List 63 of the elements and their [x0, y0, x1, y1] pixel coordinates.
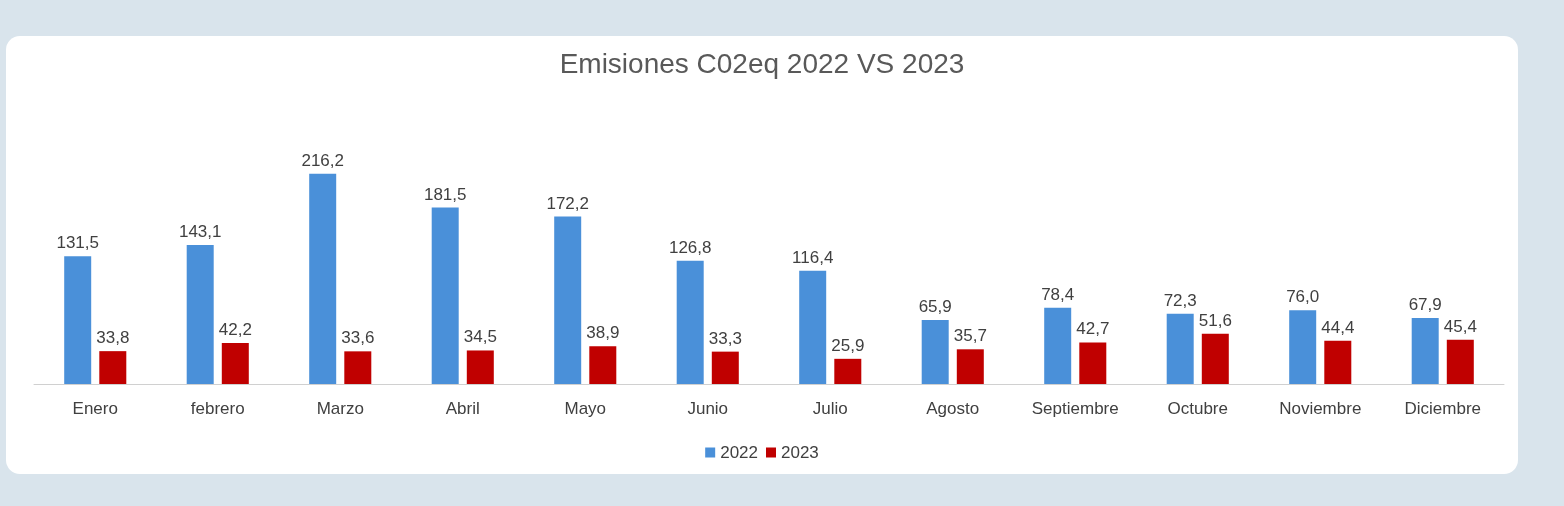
x-tick-label: febrero: [190, 399, 245, 418]
bar: [589, 346, 617, 384]
x-tick-label: Julio: [812, 399, 848, 418]
data-label: 51,6: [1198, 310, 1232, 330]
data-label: 78,4: [1041, 284, 1075, 304]
bar: [1079, 342, 1107, 384]
data-label: 33,3: [708, 328, 742, 348]
x-tick-label: Agosto: [926, 399, 980, 418]
data-label: 35,7: [953, 326, 987, 346]
data-label: 143,1: [178, 221, 222, 241]
bar: [1289, 310, 1317, 384]
bar: [921, 319, 949, 384]
bar: [834, 358, 862, 384]
x-tick-label: Diciembre: [1404, 399, 1482, 418]
bar: [711, 351, 739, 384]
legend-label: 2023: [781, 443, 819, 462]
x-tick-label: Marzo: [316, 399, 364, 418]
bar: [186, 244, 214, 384]
bar: [1324, 340, 1352, 384]
data-label: 38,9: [586, 323, 620, 343]
x-tick-label: Septiembre: [1031, 399, 1119, 418]
x-tick-label: Junio: [687, 399, 729, 418]
data-label: 72,3: [1163, 290, 1197, 310]
data-label: 116,4: [792, 247, 834, 267]
bar: [466, 350, 494, 384]
data-label: 76,0: [1286, 287, 1320, 307]
x-tick-label: Mayo: [564, 399, 607, 418]
bar: [676, 260, 704, 384]
bar: [221, 342, 249, 384]
data-label: 33,8: [96, 328, 130, 348]
bar: [431, 207, 459, 384]
bar: [64, 256, 92, 384]
bar: [1201, 333, 1229, 384]
data-label: 33,6: [341, 328, 375, 348]
legend-label: 2022: [720, 443, 759, 462]
data-label: 34,5: [463, 327, 497, 347]
data-label: 131,5: [56, 233, 99, 253]
data-label: 42,7: [1076, 319, 1110, 339]
bar: [344, 351, 372, 384]
bar: [1411, 318, 1439, 384]
bar: [99, 351, 127, 384]
x-tick-label: Abril: [445, 399, 480, 418]
data-label: 65,9: [918, 296, 952, 316]
data-label: 216,2: [301, 150, 344, 170]
bar: [1446, 339, 1474, 384]
data-label: 25,9: [831, 335, 865, 355]
bar: [1044, 307, 1072, 384]
bar: [1166, 313, 1194, 384]
bar: [799, 270, 827, 384]
bar: [554, 216, 582, 384]
bar: [956, 349, 984, 384]
bar: [309, 173, 337, 384]
x-tick-label: Enero: [72, 399, 118, 418]
data-label: 44,4: [1321, 317, 1355, 337]
x-tick-label: Octubre: [1167, 399, 1228, 418]
data-label: 67,9: [1408, 295, 1442, 314]
data-label: 45,4: [1443, 316, 1477, 336]
data-label: 42,2: [218, 319, 252, 339]
chart-title: Emisiones C02eq 2022 VS 2023: [559, 47, 965, 79]
data-label: 126,8: [668, 237, 712, 257]
data-label: 172,2: [546, 193, 589, 213]
data-label: 181,5: [423, 184, 467, 204]
x-tick-label: Noviembre: [1279, 399, 1362, 418]
